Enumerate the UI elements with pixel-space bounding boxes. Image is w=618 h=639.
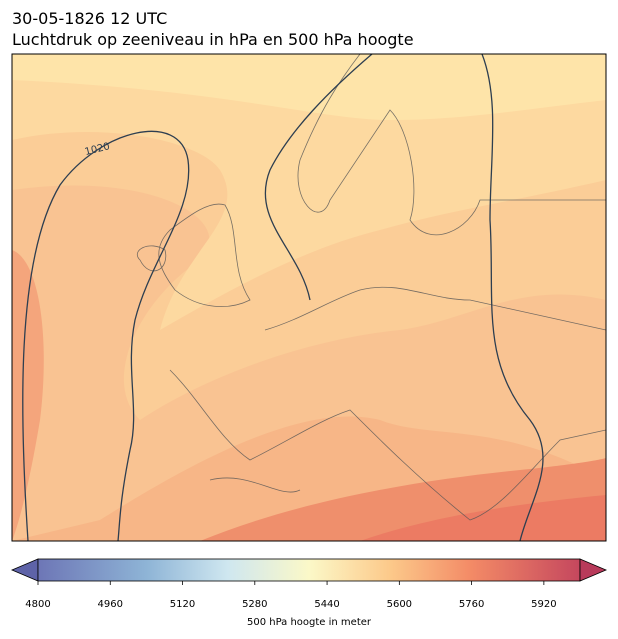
title-date: 30-05-1826 12 UTC: [12, 9, 167, 28]
colorbar-tick-label: 5440: [314, 599, 339, 610]
colorbar-extend-max: [579, 558, 608, 582]
colorbar-tick-label: 5600: [387, 599, 412, 610]
colorbar-tick-label: 4800: [25, 599, 50, 610]
colorbar-tick-label: 5760: [459, 599, 484, 610]
colorbar-tick-label: 5280: [242, 599, 267, 610]
colorbar-label: 500 hPa hoogte in meter: [247, 617, 372, 628]
colorbar: 500 hPa hoogte in meter 4800 4960 5120 5280…: [10, 558, 608, 628]
map: 1020: [12, 54, 606, 541]
isobar-1020: [22, 54, 544, 541]
colorbar-extend-min: [10, 558, 39, 582]
colorbar-tick-label: 4960: [98, 599, 123, 610]
map-frame: [11, 53, 607, 542]
colorbar-tick-label: 5120: [170, 599, 195, 610]
coastlines: [137, 54, 606, 521]
title-description: Luchtdruk op zeeniveau in hPa en 500 hPa…: [12, 30, 414, 49]
colorbar-tick-label: 5920: [531, 599, 556, 610]
colorbar-body: [37, 558, 581, 582]
